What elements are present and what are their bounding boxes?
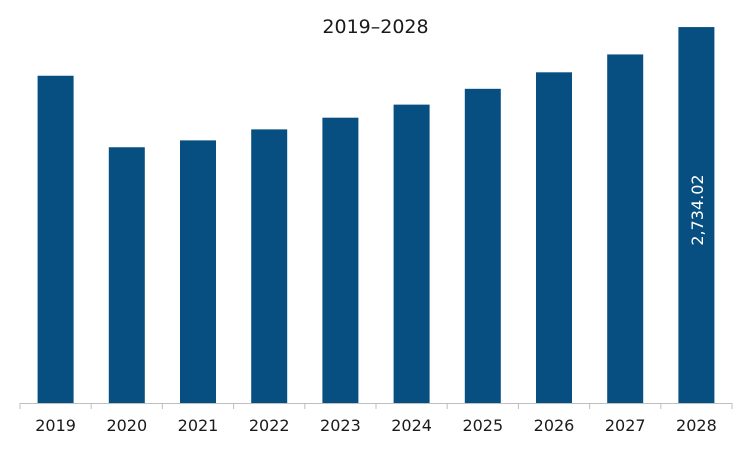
x-tick-label-2021: 2021 xyxy=(178,416,219,435)
bar-2025 xyxy=(464,88,501,403)
chart-title: 2019–2028 xyxy=(322,16,429,38)
bar-2027 xyxy=(607,54,644,403)
x-tick-label-2028: 2028 xyxy=(676,416,717,435)
bar-2026 xyxy=(536,72,572,403)
bar-2020 xyxy=(108,147,145,403)
x-tick-label-2020: 2020 xyxy=(106,416,147,435)
x-tick-label-2019: 2019 xyxy=(35,416,76,435)
data-labels-group: 2,734.02 xyxy=(688,174,707,245)
bar-2023 xyxy=(322,117,359,403)
x-axis-ticks xyxy=(19,403,733,409)
bar-2021 xyxy=(180,140,216,403)
x-tick-label-2023: 2023 xyxy=(320,416,361,435)
x-tick-label-2025: 2025 xyxy=(462,416,503,435)
bars-group xyxy=(37,27,715,403)
x-axis-tick-labels: 2019 2020 2021 2022 2023 2024 2025 2026 2027 2028 xyxy=(35,416,717,435)
x-tick-label-2022: 2022 xyxy=(249,416,290,435)
x-tick-label-2024: 2024 xyxy=(391,416,432,435)
data-label-2028: 2,734.02 xyxy=(688,174,707,245)
bar-2019 xyxy=(37,75,74,403)
x-tick-label-2026: 2026 xyxy=(534,416,575,435)
bar-2024 xyxy=(393,104,430,403)
bar-2022 xyxy=(251,129,288,403)
x-tick-label-2027: 2027 xyxy=(605,416,646,435)
bar-2028 xyxy=(678,27,715,403)
